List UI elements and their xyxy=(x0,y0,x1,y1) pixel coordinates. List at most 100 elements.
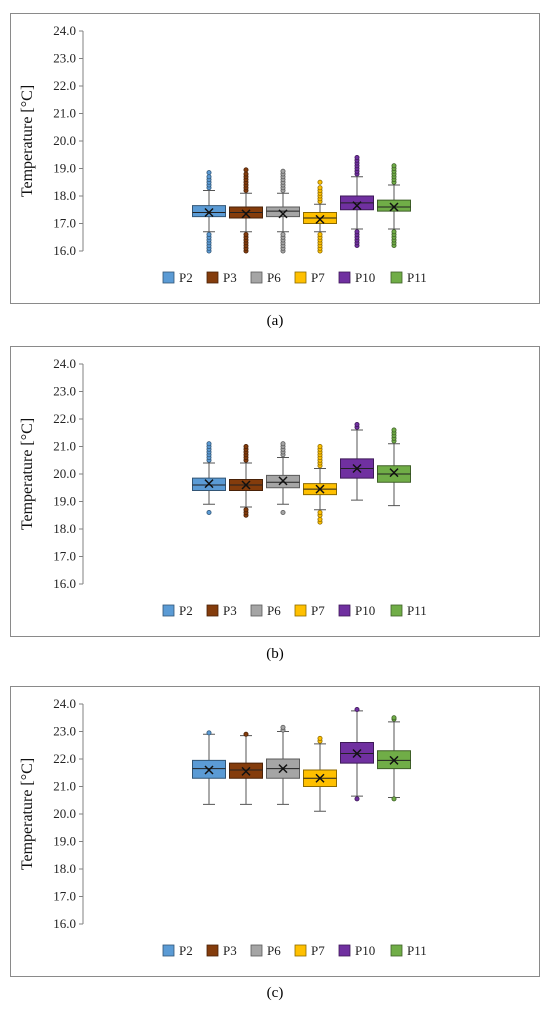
legend-swatch-p6 xyxy=(250,604,263,617)
chart-panel-a: 16.0 17.0 18.0 19.0 20.0 21.0 22.0 23.0 24.0 Temp… xyxy=(10,13,540,304)
outlier-point xyxy=(317,185,323,191)
legend-swatch-p10 xyxy=(338,604,351,617)
y-tick-label: 23.0 xyxy=(53,724,76,739)
outlier-point xyxy=(243,231,249,237)
outlier-point xyxy=(243,507,249,513)
outlier-point xyxy=(206,441,212,447)
outlier-point xyxy=(317,179,323,185)
chart-b-svg: 16.0 17.0 18.0 19.0 20.0 21.0 22.0 23.0 24.0 Temp… xyxy=(19,356,427,618)
box-group-p10 xyxy=(340,422,374,501)
legend-swatch-p10 xyxy=(338,944,351,957)
legend-swatch-p7 xyxy=(294,604,307,617)
legend-swatch-p3 xyxy=(206,604,219,617)
y-tick-label: 17.0 xyxy=(53,549,76,564)
legend-label-p7: P7 xyxy=(311,943,325,958)
legend-swatch-p7 xyxy=(294,271,307,284)
mean-marker xyxy=(278,476,288,486)
y-tick-label: 18.0 xyxy=(53,861,76,876)
legend-label-p6: P6 xyxy=(267,943,281,958)
outlier-point xyxy=(317,509,323,515)
outlier-point xyxy=(317,231,323,237)
legend-label-p6: P6 xyxy=(267,603,281,618)
legend-label-p11: P11 xyxy=(407,603,427,618)
legend-label-p10: P10 xyxy=(355,603,375,618)
outlier-point xyxy=(206,170,212,176)
outlier-point xyxy=(280,441,286,447)
mean-marker xyxy=(315,214,325,224)
outlier-point xyxy=(280,509,286,515)
box-group-p7 xyxy=(303,444,337,525)
y-tick-label: 21.0 xyxy=(53,106,76,121)
y-tick-label: 22.0 xyxy=(53,411,76,426)
mean-marker xyxy=(389,202,399,212)
legend-swatch-p11 xyxy=(390,271,403,284)
box-group-p7 xyxy=(303,735,337,812)
y-tick-label: 16.0 xyxy=(53,243,76,258)
box-group-p3 xyxy=(229,731,263,805)
box-group-p2 xyxy=(192,170,226,254)
box-group-p3 xyxy=(229,167,263,254)
outlier-point xyxy=(391,796,397,802)
y-tick-label: 24.0 xyxy=(53,23,76,38)
y-tick-label: 21.0 xyxy=(53,779,76,794)
y-tick-label: 20.0 xyxy=(53,466,76,481)
legend-swatch-p7 xyxy=(294,944,307,957)
outlier-point xyxy=(206,231,212,237)
mean-marker xyxy=(204,479,214,489)
legend-label-p11: P11 xyxy=(407,270,427,285)
box-group-p11 xyxy=(377,427,411,507)
mean-marker xyxy=(241,209,251,219)
chart-a-caption: (a) xyxy=(266,313,284,329)
box-iqr xyxy=(192,205,226,218)
y-tick-label: 20.0 xyxy=(53,806,76,821)
outlier-point xyxy=(243,731,249,737)
mean-marker xyxy=(204,765,214,775)
legend-label-p3: P3 xyxy=(223,943,237,958)
mean-marker xyxy=(204,207,214,218)
mean-marker xyxy=(315,484,325,494)
y-tick-label: 18.0 xyxy=(53,521,76,536)
y-axis-title: Temperature [°C] xyxy=(19,758,36,870)
outlier-point xyxy=(243,444,249,450)
outlier-point xyxy=(317,516,323,522)
chart-c-svg: 16.0 17.0 18.0 19.0 20.0 21.0 22.0 23.0 24.0 Temp… xyxy=(19,696,427,958)
mean-marker xyxy=(352,463,362,474)
outlier-point xyxy=(391,427,397,433)
mean-marker xyxy=(352,748,362,759)
box-group-p10 xyxy=(340,706,374,802)
outlier-point xyxy=(280,231,286,237)
box-group-p11 xyxy=(377,163,411,248)
chart-panel-c: 16.0 17.0 18.0 19.0 20.0 21.0 22.0 23.0 24.0 Temp… xyxy=(10,686,540,977)
legend-swatch-p11 xyxy=(390,604,403,617)
legend-swatch-p6 xyxy=(250,271,263,284)
box-group-p6 xyxy=(266,724,300,805)
outlier-point xyxy=(280,168,286,174)
outlier-point xyxy=(391,229,397,235)
y-tick-label: 24.0 xyxy=(53,356,76,371)
mean-marker xyxy=(278,764,288,774)
legend-label-p2: P2 xyxy=(179,943,193,958)
y-axis-title: Temperature [°C] xyxy=(19,85,36,197)
box-group-p3 xyxy=(229,444,263,518)
legend-label-p7: P7 xyxy=(311,270,325,285)
outlier-point xyxy=(354,422,360,428)
y-axis-title: Temperature [°C] xyxy=(19,418,36,530)
box-iqr xyxy=(377,199,411,212)
chart-a-svg: 16.0 17.0 18.0 19.0 20.0 21.0 22.0 23.0 24.0 Temp… xyxy=(19,23,427,285)
y-tick-label: 19.0 xyxy=(53,834,76,849)
legend-label-p10: P10 xyxy=(355,270,375,285)
y-tick-label: 18.0 xyxy=(53,188,76,203)
legend-label-p3: P3 xyxy=(223,270,237,285)
mean-marker xyxy=(241,480,251,490)
outlier-point xyxy=(206,509,212,515)
box-group-p7 xyxy=(303,179,337,254)
box-group-p2 xyxy=(192,441,226,515)
chart-c-caption: (c) xyxy=(266,985,284,1001)
legend-label-p7: P7 xyxy=(311,603,325,618)
y-tick-label: 19.0 xyxy=(53,494,76,509)
outlier-point xyxy=(391,163,397,169)
y-tick-label: 24.0 xyxy=(53,696,76,711)
outlier-point xyxy=(280,724,286,730)
y-tick-label: 17.0 xyxy=(53,216,76,231)
y-tick-label: 23.0 xyxy=(53,51,76,66)
